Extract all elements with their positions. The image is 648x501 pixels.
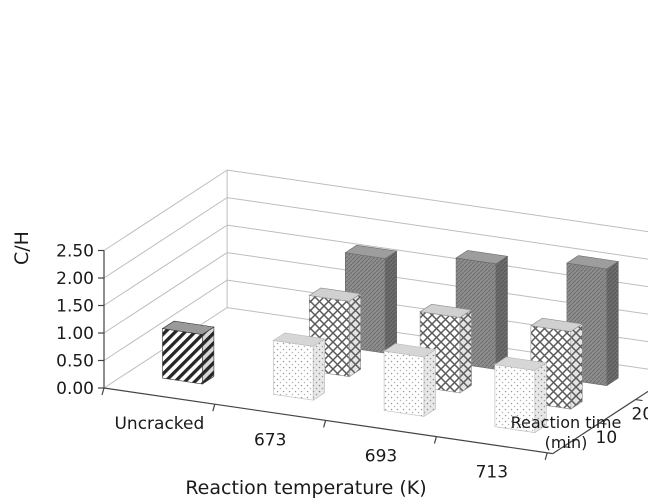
bar-front <box>162 328 203 385</box>
x-tick-label: Uncracked <box>114 414 204 434</box>
x-tick-mark <box>544 452 548 460</box>
x-axis-title: Reaction temperature (K) <box>185 477 426 499</box>
bar-top <box>530 317 584 332</box>
y-tick-label: 0.00 <box>56 379 94 399</box>
bar-top <box>272 332 326 347</box>
x-tick-label: 713 <box>476 463 508 483</box>
depth-tick-label: 10 <box>596 428 618 448</box>
bar-side <box>384 250 398 354</box>
bar <box>272 332 326 401</box>
bar-top <box>455 250 509 265</box>
bar-front <box>272 340 314 401</box>
y-axis-title: C/H <box>11 231 33 265</box>
bar <box>161 320 215 385</box>
bar-side <box>570 323 583 410</box>
y-tick-label: 0.50 <box>56 352 94 372</box>
x-tick-mark <box>101 387 105 396</box>
bar-top <box>161 320 215 335</box>
bar-side <box>312 338 326 401</box>
bar <box>494 356 548 434</box>
x-tick-mark <box>433 436 437 444</box>
x-tick-label: 693 <box>365 447 397 467</box>
labels: 0.00 0.50 1.00 1.50 2.00 2.50 Uncracked 673 693 7… <box>56 242 648 483</box>
bar <box>344 244 398 354</box>
bar-side <box>202 326 215 385</box>
depth-tick-label: 20 <box>632 404 648 424</box>
bar <box>383 343 437 417</box>
x-tick-label: 673 <box>254 430 286 450</box>
bar-side <box>348 293 362 378</box>
bar-side <box>459 309 472 394</box>
y-tick-label: 2.00 <box>56 269 94 289</box>
grid <box>103 169 648 389</box>
bar-front <box>383 350 425 417</box>
x-tick-mark <box>212 404 216 412</box>
axes <box>98 249 648 460</box>
y-tick-label: 1.50 <box>56 297 94 317</box>
y-tick-label: 2.50 <box>56 242 94 262</box>
depth-tick-mark <box>599 422 607 425</box>
bar-top <box>344 244 398 259</box>
bar-top <box>566 255 620 270</box>
bars <box>161 244 620 434</box>
depth-axis-title: Reaction time (min) <box>511 413 622 452</box>
bar-side <box>606 260 619 387</box>
x-tick-mark <box>323 420 327 428</box>
depth-axis-line <box>552 390 648 455</box>
depth-tick-mark <box>635 398 643 402</box>
bar-side <box>423 348 436 417</box>
bar-top <box>494 356 548 371</box>
gridline <box>103 169 648 251</box>
bar-top <box>419 303 473 318</box>
bar-side <box>495 255 508 370</box>
y-tick-label: 1.00 <box>56 324 94 344</box>
x-axis-line <box>103 387 553 455</box>
bar-top <box>308 287 362 302</box>
depth-tick-mark <box>563 445 571 449</box>
bar-top <box>383 343 437 358</box>
